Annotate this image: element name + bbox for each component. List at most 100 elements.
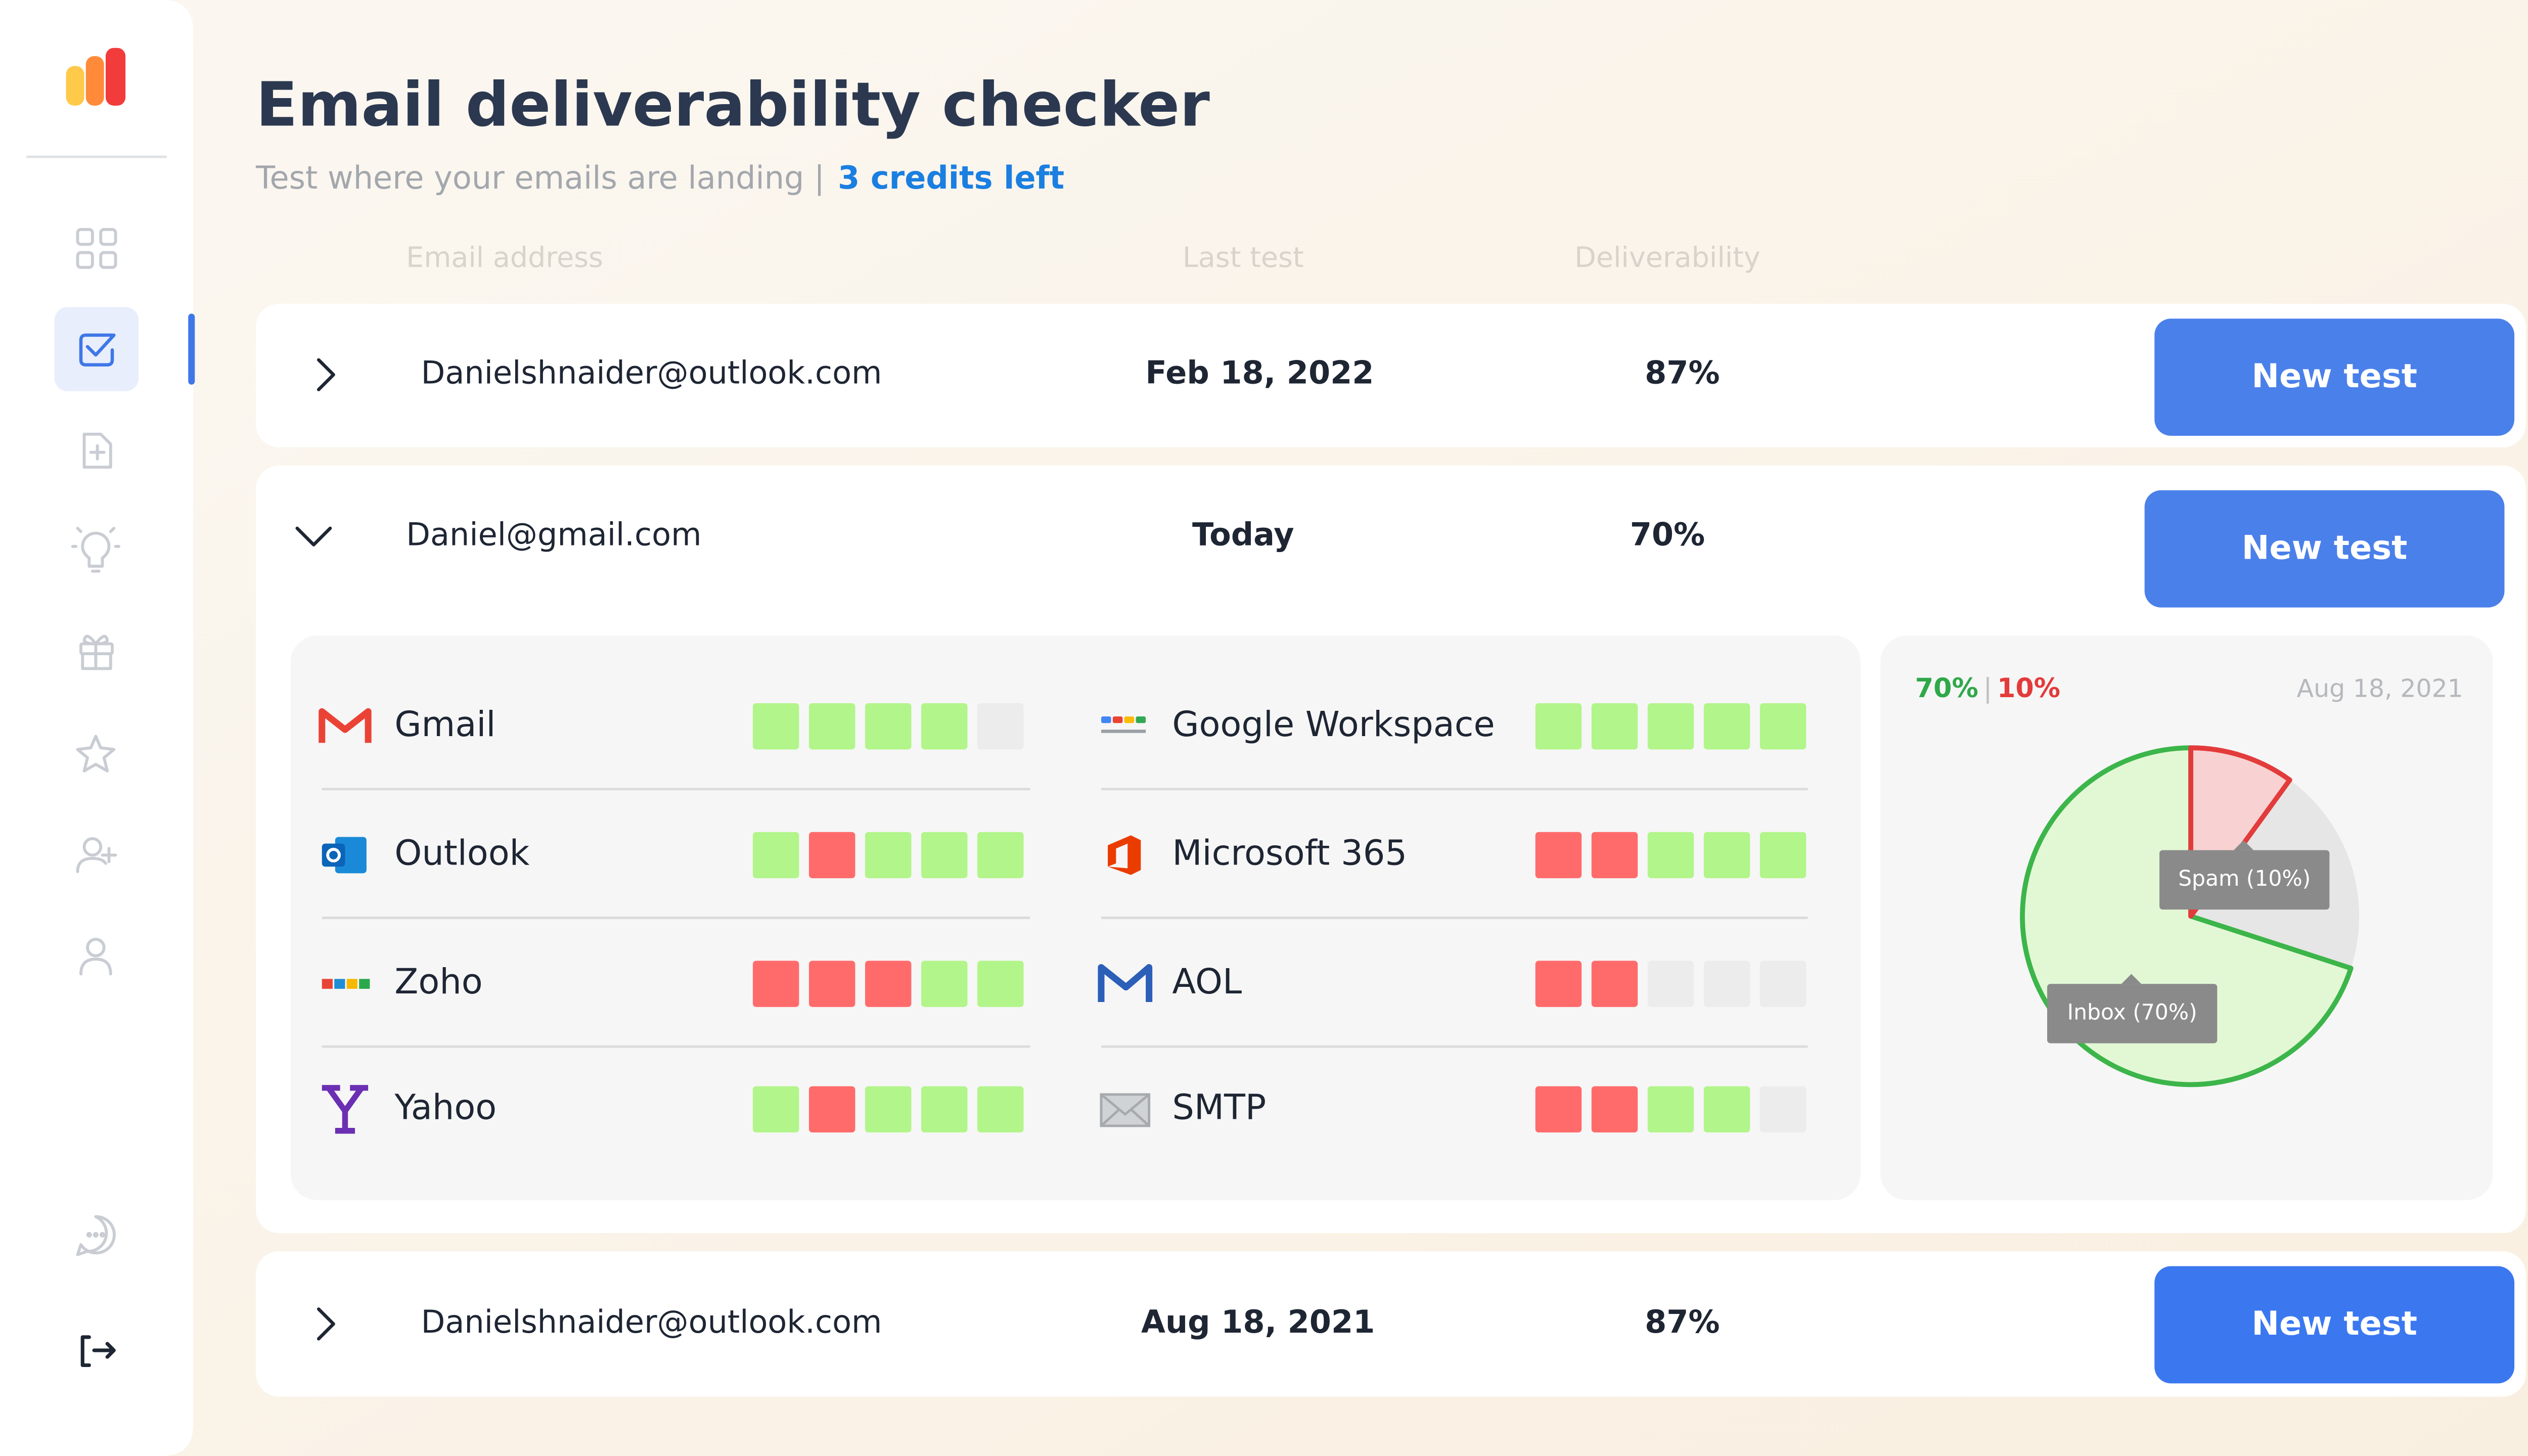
icon-part xyxy=(81,634,112,670)
nav-file[interactable] xyxy=(82,432,112,469)
logo xyxy=(66,48,126,106)
result-square xyxy=(1703,1086,1750,1132)
icon-part xyxy=(89,444,106,461)
result-square xyxy=(977,703,1024,750)
email-address: Danielshnaider@outlook.com xyxy=(421,1303,882,1340)
nav-gifts[interactable] xyxy=(79,634,114,670)
provider-row: Zoho xyxy=(322,961,1030,1048)
nav-active-indicator xyxy=(188,313,195,385)
column-header: Last test xyxy=(1183,241,1304,274)
result-square xyxy=(1759,961,1807,1007)
email-row: Danielshnaider@outlook.com Feb 18, 2022 87… xyxy=(256,303,2526,447)
expand-chevron[interactable] xyxy=(317,358,335,391)
credits[interactable]: 3 credits left xyxy=(838,159,1064,196)
provider-row: SMTP xyxy=(1100,1086,1807,1132)
provider-icon xyxy=(1100,1094,1150,1127)
pie-tooltip: Inbox (70%) xyxy=(2047,974,2218,1043)
provider-icon xyxy=(359,979,370,989)
icon-part xyxy=(93,1232,99,1238)
email-address: Danielshnaider@outlook.com xyxy=(421,354,882,391)
rows: Danielshnaider@outlook.com Feb 18, 2022 87… xyxy=(256,303,2526,1397)
row-card xyxy=(256,1251,2526,1397)
result-square xyxy=(977,961,1024,1007)
icon-part xyxy=(86,938,106,958)
last-test: Aug 18, 2021 xyxy=(1141,1303,1375,1340)
result-square xyxy=(1703,703,1750,750)
result-square xyxy=(977,1086,1024,1132)
provider-row: Outlook xyxy=(322,832,1030,919)
email-address: Daniel@gmail.com xyxy=(406,516,701,553)
icon-part xyxy=(82,837,103,857)
result-square xyxy=(809,1086,855,1132)
last-test: Today xyxy=(1192,516,1294,553)
icon-part xyxy=(81,531,111,568)
result-square xyxy=(921,1086,968,1132)
email-row: Danielshnaider@outlook.com Aug 18, 2021 87… xyxy=(256,1251,2526,1397)
nav-active-bg xyxy=(54,307,139,391)
column-header: Deliverability xyxy=(1574,241,1760,274)
icon-part xyxy=(76,251,94,269)
tooltip-bg xyxy=(2047,984,2218,1043)
new-test-button[interactable]: New test xyxy=(2144,490,2505,608)
result-square xyxy=(1647,961,1694,1007)
button-bg xyxy=(2154,318,2515,436)
nav-ideas[interactable] xyxy=(71,526,121,573)
result-square xyxy=(809,961,855,1007)
icon-part xyxy=(99,1232,106,1238)
icon-part xyxy=(99,228,117,246)
nav-checker[interactable] xyxy=(79,333,116,367)
provider-icon xyxy=(1098,964,1153,1003)
provider-name: Zoho xyxy=(394,962,482,1002)
provider-icon xyxy=(1112,716,1123,723)
result-square xyxy=(865,703,912,750)
nav-logout[interactable] xyxy=(80,1335,116,1367)
result-square xyxy=(752,961,799,1007)
deliverability: 87% xyxy=(1645,1303,1720,1340)
icon-part xyxy=(71,526,121,573)
button-bg xyxy=(2154,1266,2515,1384)
result-square xyxy=(1759,703,1807,750)
provider-icon xyxy=(322,843,345,867)
summary-date: Aug 18, 2021 xyxy=(2297,674,2463,703)
result-square xyxy=(1591,1086,1638,1132)
provider-icon xyxy=(1101,716,1111,723)
separator: | xyxy=(1983,673,1993,704)
button-bg xyxy=(2144,490,2505,608)
tooltip-bg xyxy=(2159,850,2330,910)
tooltip-label: Spam (10%) xyxy=(2178,867,2311,891)
nav-profile[interactable] xyxy=(79,938,112,976)
provider-icon xyxy=(1101,730,1146,733)
inbox-rate: 70% xyxy=(1915,673,1978,704)
new-test-button[interactable]: New test xyxy=(2154,1266,2515,1384)
tooltip-arrow xyxy=(2121,974,2142,984)
nav-dashboard[interactable] xyxy=(76,228,117,269)
nav-favorites[interactable] xyxy=(76,735,116,772)
result-square xyxy=(1591,832,1638,879)
providers-panel xyxy=(290,635,1861,1200)
result-square xyxy=(1759,832,1807,879)
provider-icon xyxy=(334,979,345,989)
icon-part xyxy=(99,251,117,269)
new-test-button[interactable]: New test xyxy=(2154,318,2515,436)
summary-rates: 70% | 10% xyxy=(1915,673,2060,704)
result-square xyxy=(1759,1086,1807,1132)
icon-part xyxy=(76,735,116,772)
logo-bar xyxy=(66,66,84,106)
icon-part xyxy=(80,1335,116,1367)
provider-name: Google Workspace xyxy=(1172,704,1495,745)
provider-name: Microsoft 365 xyxy=(1172,833,1407,873)
result-square xyxy=(752,1086,799,1132)
result-square xyxy=(1535,703,1582,750)
nav-invite[interactable] xyxy=(76,837,117,874)
nav-chat[interactable] xyxy=(76,1215,116,1256)
expand-chevron[interactable] xyxy=(295,526,332,547)
row-card xyxy=(256,303,2526,447)
expand-chevron[interactable] xyxy=(317,1307,335,1341)
result-square xyxy=(865,961,912,1007)
result-square xyxy=(977,832,1024,879)
icon-part xyxy=(79,958,112,976)
result-square xyxy=(752,703,799,750)
icon-part xyxy=(85,333,116,357)
provider-icon xyxy=(1108,835,1141,875)
provider-icon xyxy=(319,708,372,743)
